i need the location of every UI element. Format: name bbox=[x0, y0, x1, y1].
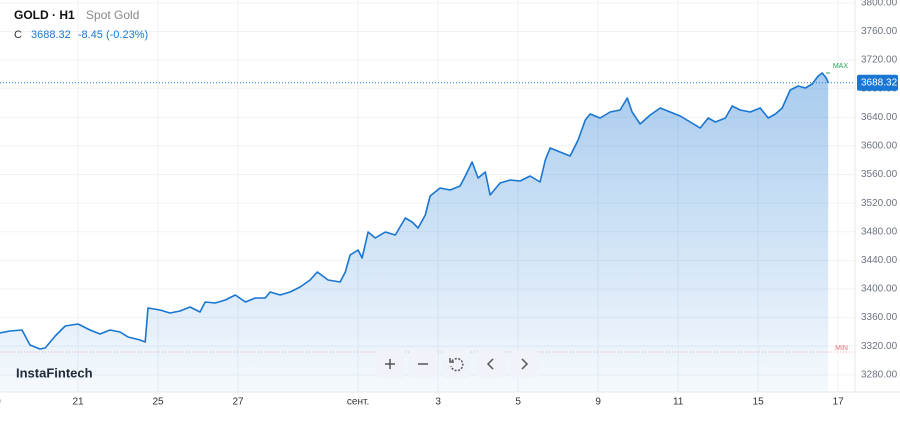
instrument-name: Spot Gold bbox=[86, 8, 140, 22]
symbol: GOLD · H1 bbox=[14, 8, 75, 22]
x-tick-label: 3 bbox=[435, 397, 441, 408]
y-tick-label: 3320.00 bbox=[861, 341, 898, 352]
x-tick-label: 21 bbox=[72, 397, 84, 408]
y-tick-label: 3560.00 bbox=[861, 169, 898, 180]
x-tick-label: сент. bbox=[347, 397, 369, 408]
x-tick-label: 25 bbox=[152, 397, 164, 408]
scroll-left-button[interactable] bbox=[477, 350, 505, 378]
x-tick-label: 27 bbox=[232, 397, 244, 408]
price-line bbox=[0, 72, 829, 350]
y-tick-label: 3360.00 bbox=[861, 312, 898, 323]
y-tick-label: 3440.00 bbox=[861, 255, 898, 266]
last-price-label: 3688.32 bbox=[861, 77, 898, 88]
y-tick-label: 3600.00 bbox=[861, 141, 898, 152]
y-tick-label: 3800.00 bbox=[861, 0, 898, 9]
x-tick-label: 17 bbox=[833, 397, 845, 408]
x-tick-label: 11 bbox=[673, 397, 684, 408]
last-price-tag bbox=[857, 74, 898, 91]
y-tick-label: 3640.00 bbox=[861, 112, 898, 123]
close-label: C bbox=[14, 29, 22, 41]
scroll-right-button[interactable] bbox=[510, 350, 538, 378]
zoom-out-button[interactable] bbox=[409, 350, 437, 378]
y-tick-label: 3520.00 bbox=[861, 198, 898, 209]
reset-button[interactable] bbox=[442, 350, 470, 378]
close-value: 3688.32 bbox=[31, 29, 71, 41]
header-line: GOLD · H1 Spot Gold bbox=[14, 8, 139, 22]
x-tick-label: 5 bbox=[515, 397, 521, 408]
y-tick-label: 3280.00 bbox=[861, 369, 898, 380]
min-label: MIN bbox=[835, 345, 848, 352]
brand: InstaFintech bbox=[16, 365, 93, 380]
max-label: MAX bbox=[833, 63, 849, 70]
zoom-in-button[interactable] bbox=[376, 350, 404, 378]
x-tick-label: 9 bbox=[595, 397, 601, 408]
x-tick-label: 9 bbox=[0, 397, 1, 408]
y-tick-label: 3480.00 bbox=[861, 226, 898, 237]
x-tick-label: 15 bbox=[753, 397, 765, 408]
change: -8.45 (-0.23%) bbox=[77, 29, 149, 41]
y-tick-label: 3720.00 bbox=[861, 55, 898, 66]
y-tick-label: 3400.00 bbox=[861, 284, 898, 295]
y-tick-label: 3760.00 bbox=[861, 26, 898, 37]
area-fill bbox=[0, 73, 829, 392]
quote-line: C 3688.32 -8.45 (-0.23%) bbox=[14, 29, 148, 41]
